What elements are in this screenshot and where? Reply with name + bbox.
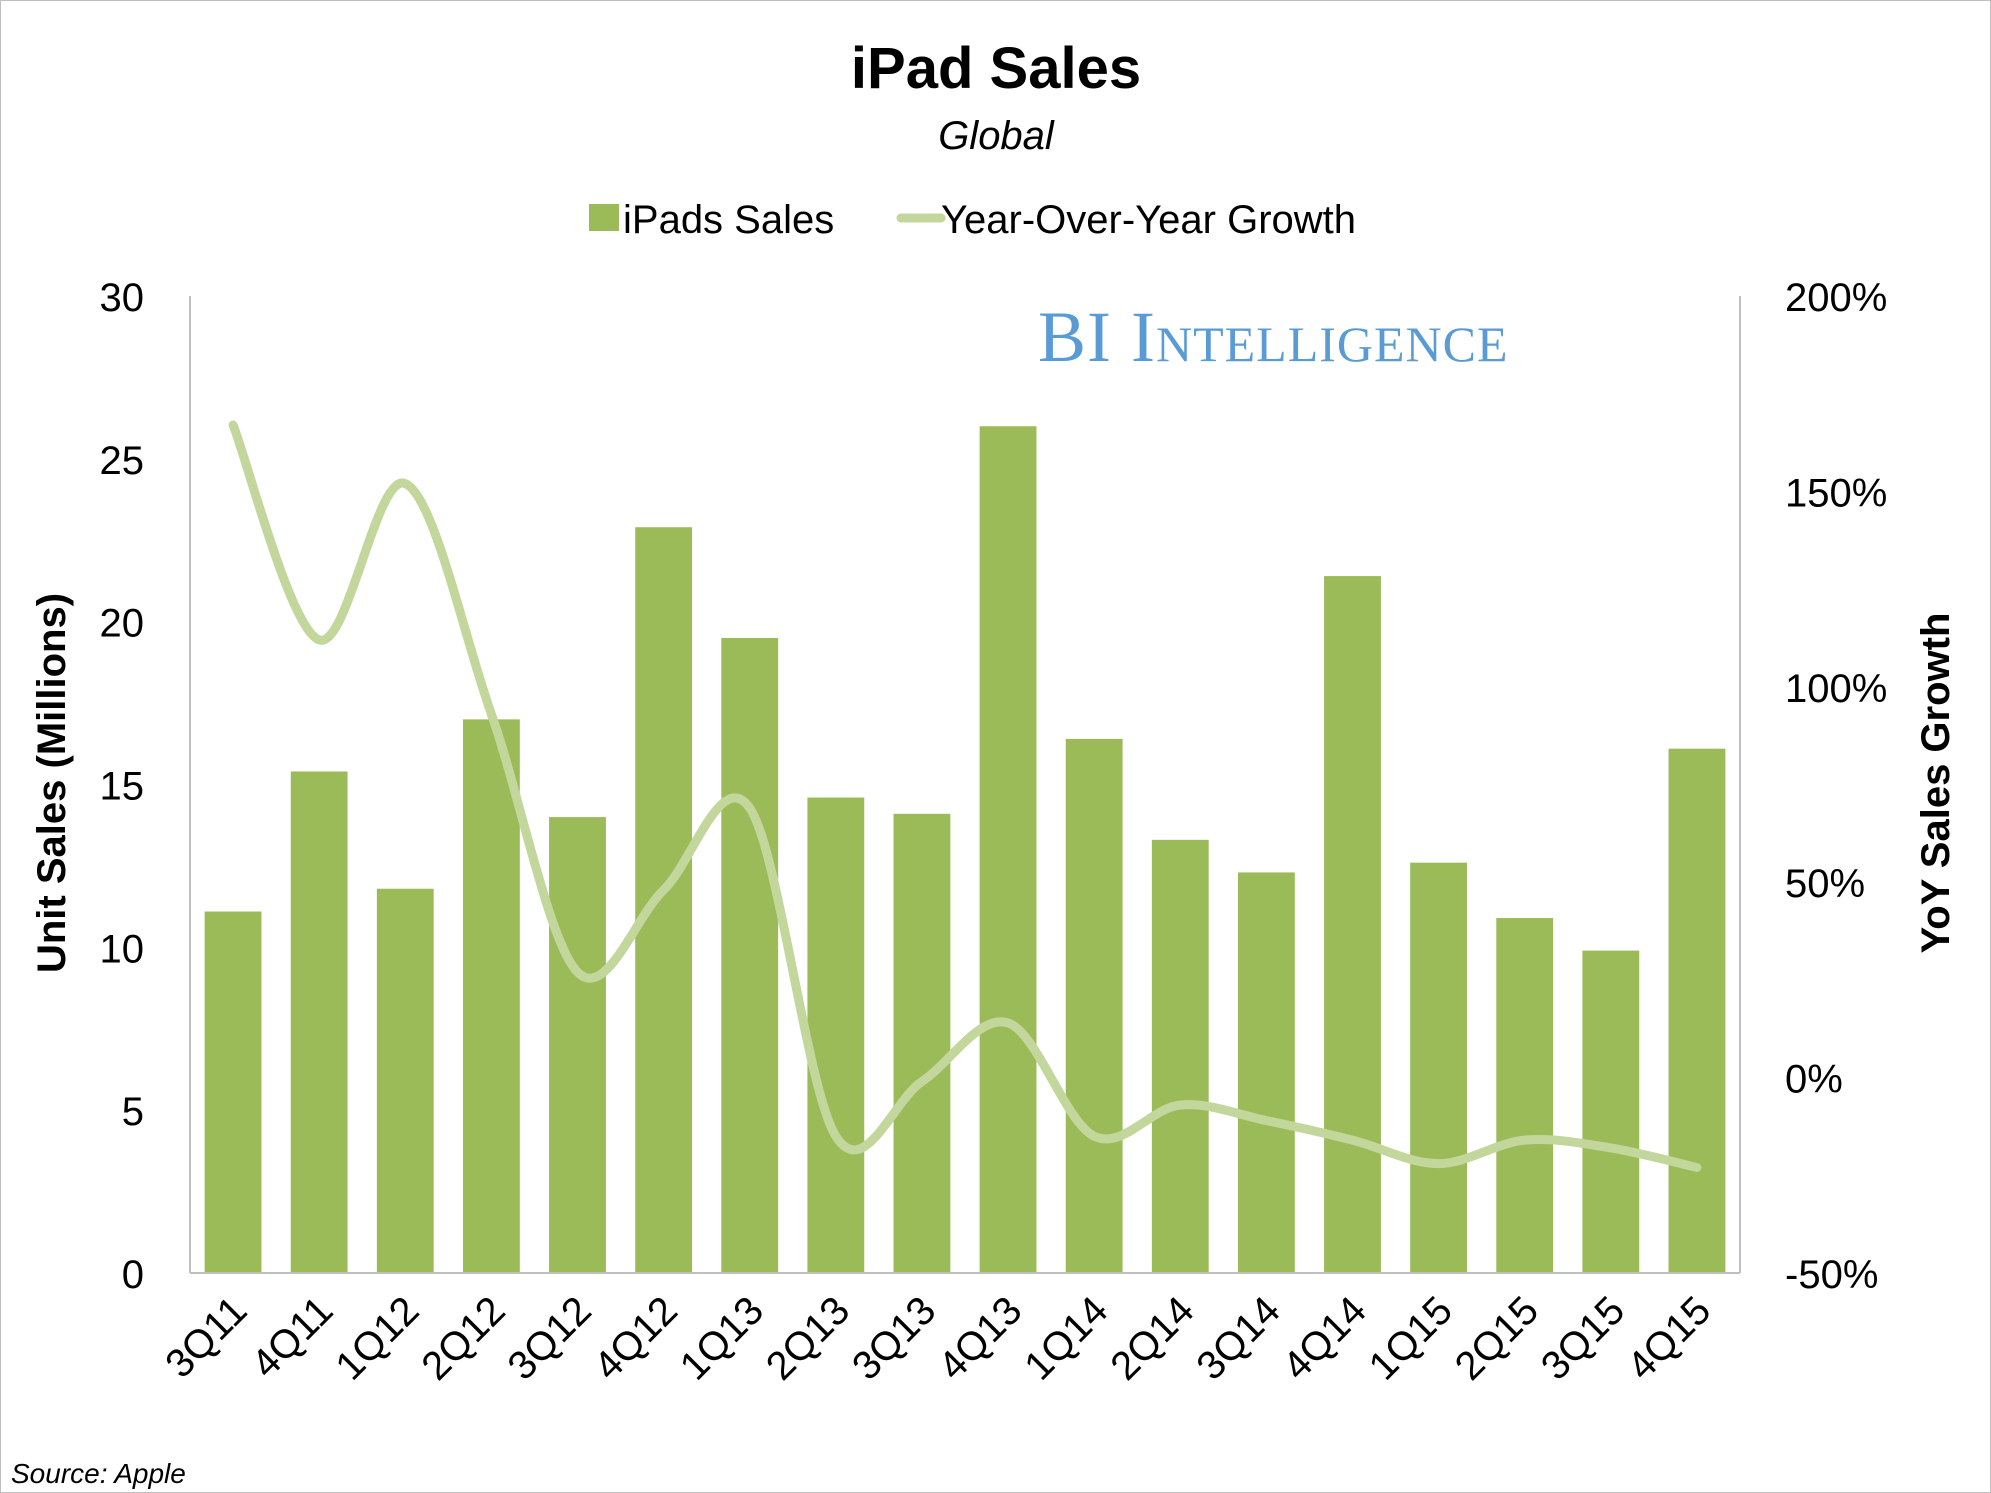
y-tick-label: 0 (122, 1253, 144, 1297)
y-tick-label: 15 (100, 765, 145, 809)
legend-bar-label: iPads Sales (623, 198, 834, 242)
legend: iPads Sales Year-Over-Year Growth (589, 198, 1356, 242)
y2-tick-label: 150% (1785, 471, 1887, 515)
x-tick-label: 4Q14 (1275, 1288, 1375, 1388)
x-tick-label: 1Q14 (1016, 1288, 1116, 1388)
bar-2Q14 (1151, 839, 1209, 1273)
y-tick-label: 20 (100, 602, 145, 646)
bar-4Q12 (635, 527, 693, 1273)
bar-1Q15 (1410, 862, 1468, 1273)
bar-4Q15 (1668, 748, 1726, 1273)
yoy-growth-line (228, 420, 1702, 1172)
x-tick-label: 4Q11 (243, 1288, 341, 1386)
y-tick-label: 30 (100, 276, 145, 320)
bar-4Q13 (979, 426, 1037, 1273)
y2-tick-label: 100% (1785, 667, 1887, 711)
x-tick-label: 1Q13 (672, 1288, 772, 1388)
x-tick-label: 4Q13 (930, 1288, 1030, 1388)
x-tick-label: 1Q12 (327, 1288, 427, 1388)
bar-2Q15 (1496, 918, 1554, 1273)
x-tick-label: 3Q12 (500, 1288, 600, 1388)
y-axis-title: Unit Sales (Millions) (30, 593, 74, 973)
x-tick-label: 2Q12 (413, 1288, 513, 1388)
y2-tick-label: 50% (1785, 862, 1865, 906)
plot-area: 051015202530-50%0%50%100%150%200%3Q114Q1… (100, 276, 1888, 1389)
bar-2Q13 (807, 797, 865, 1273)
bar-3Q13 (893, 813, 951, 1273)
source-note: Source: Apple (11, 1458, 186, 1489)
y-tick-label: 25 (100, 439, 145, 483)
x-tick-label: 1Q15 (1361, 1288, 1461, 1388)
bar-2Q12 (462, 719, 520, 1273)
chart-title: iPad Sales (851, 36, 1141, 101)
bar-4Q11 (290, 771, 348, 1273)
legend-bar-swatch (589, 204, 619, 231)
y2-tick-label: 0% (1785, 1058, 1843, 1102)
legend-line-label: Year-Over-Year Growth (941, 198, 1356, 242)
bar-4Q14 (1324, 576, 1381, 1273)
chart-subtitle: Global (938, 114, 1055, 158)
watermark-logo: BI Intelligence (1038, 297, 1509, 377)
x-tick-label: 3Q11 (157, 1288, 255, 1386)
x-tick-label: 2Q13 (758, 1288, 858, 1388)
y2-tick-label: 200% (1785, 276, 1887, 320)
bar-3Q14 (1237, 872, 1295, 1273)
x-tick-label: 3Q13 (844, 1288, 944, 1388)
bar-3Q12 (549, 817, 606, 1273)
x-tick-label: 4Q15 (1619, 1288, 1719, 1388)
y-tick-label: 5 (122, 1090, 144, 1134)
x-tick-label: 2Q14 (1102, 1288, 1202, 1388)
bar-3Q15 (1582, 950, 1640, 1273)
y2-tick-label: -50% (1785, 1253, 1878, 1297)
y-tick-label: 10 (100, 927, 145, 971)
bar-1Q14 (1065, 738, 1123, 1273)
bar-1Q12 (376, 888, 434, 1273)
bar-3Q11 (204, 911, 262, 1273)
x-tick-label: 3Q15 (1533, 1288, 1633, 1388)
x-tick-label: 4Q12 (586, 1288, 686, 1388)
y2-axis-title: YoY Sales Growth (1914, 613, 1958, 954)
bar-1Q13 (721, 637, 779, 1273)
x-tick-label: 3Q14 (1188, 1288, 1288, 1388)
x-tick-label: 2Q15 (1447, 1288, 1547, 1388)
